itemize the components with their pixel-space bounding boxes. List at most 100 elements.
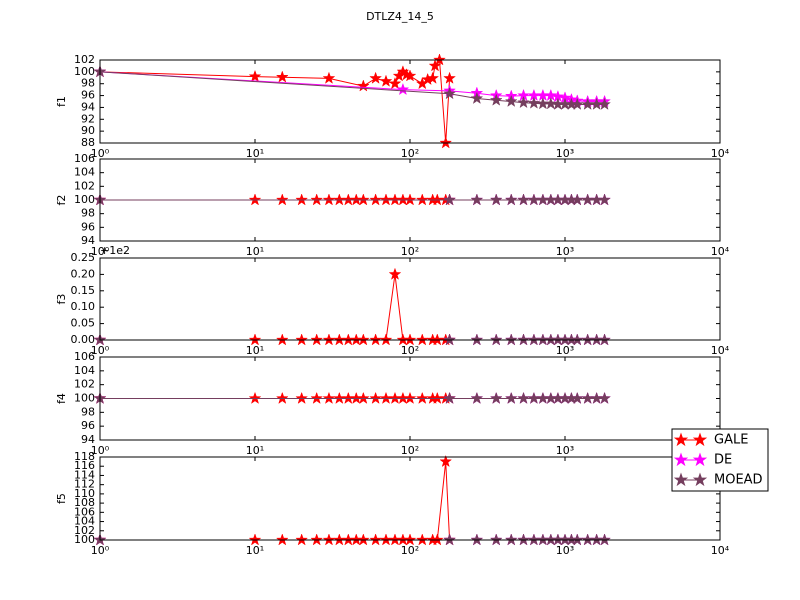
legend-marker (692, 432, 708, 447)
point (295, 533, 309, 546)
point (322, 71, 336, 84)
y-tick-label: 102 (74, 53, 95, 66)
point (310, 193, 324, 206)
point (489, 533, 503, 546)
y-axis-label: f5 (55, 493, 68, 504)
y-tick-label: 104 (74, 364, 95, 377)
plot-area (100, 457, 720, 540)
x-tick-label: 10⁰ (91, 344, 110, 357)
point (443, 333, 456, 346)
x-tick-label: 10³ (556, 544, 574, 557)
series-layer (93, 53, 611, 149)
point (388, 76, 402, 90)
legend-marker (673, 472, 689, 487)
y-tick-label: 0.20 (71, 267, 96, 280)
point (396, 82, 410, 96)
legend-marker (673, 432, 689, 447)
point (470, 91, 484, 105)
point (295, 333, 309, 346)
y-axis-label: f3 (55, 294, 68, 305)
point (489, 93, 503, 106)
y-tick-label: 116 (74, 459, 95, 472)
point (275, 70, 289, 83)
x-tick-label: 10¹ (246, 544, 264, 557)
x-tick-label: 10⁴ (711, 245, 730, 258)
point (388, 267, 402, 280)
point (403, 193, 417, 206)
legend-marker (692, 472, 708, 487)
point (248, 391, 262, 404)
plot-frame (99, 356, 721, 441)
y-tick-label: 98 (81, 207, 95, 220)
point (470, 533, 484, 546)
y-tick-label: 100 (74, 65, 95, 78)
series-line (99, 71, 605, 105)
point (379, 74, 393, 87)
point (310, 333, 324, 346)
offset-label: +1e2 (100, 244, 130, 257)
y-tick-label: 104 (74, 515, 95, 528)
y-axis-label: f2 (55, 195, 68, 206)
point (275, 533, 289, 546)
point (504, 94, 518, 107)
y-tick-label: 98 (81, 405, 95, 418)
point (598, 333, 611, 346)
point (443, 533, 456, 546)
x-tick-label: 10³ (556, 245, 574, 258)
point (310, 391, 324, 404)
point (248, 69, 262, 83)
x-tick-label: 10⁴ (711, 344, 730, 357)
x-tick-label: 10² (401, 544, 419, 557)
y-tick-label: 102 (74, 179, 95, 192)
plot-frame (99, 456, 721, 541)
x-tick-label: 10² (401, 444, 419, 457)
x-tick-label: 10⁴ (711, 544, 730, 557)
y-tick-label: 100 (74, 193, 95, 206)
y-tick-label: 98 (81, 77, 95, 90)
point (443, 193, 456, 206)
point (489, 391, 503, 404)
point (403, 391, 417, 404)
point (443, 391, 456, 404)
point (248, 193, 262, 206)
y-tick-label: 114 (74, 468, 95, 481)
point (517, 95, 530, 109)
y-tick-label: 104 (74, 166, 95, 179)
y-tick-label: 94 (81, 433, 95, 446)
series-layer (93, 193, 611, 206)
point (489, 333, 503, 346)
point (504, 193, 518, 206)
x-tick-label: 10² (401, 245, 419, 258)
point (504, 391, 518, 404)
y-tick-label: 0.25 (71, 251, 96, 264)
point (310, 533, 324, 546)
y-tick-label: 94 (81, 234, 95, 247)
point (403, 533, 417, 546)
y-tick-label: 0.05 (71, 317, 96, 330)
y-tick-label: 96 (81, 220, 95, 233)
y-axis-label: f4 (55, 393, 68, 404)
y-tick-label: 106 (74, 152, 95, 165)
point (426, 71, 440, 84)
y-tick-label: 92 (81, 112, 95, 125)
x-tick-label: 10² (401, 147, 419, 160)
x-tick-label: 10⁰ (91, 544, 110, 557)
point (504, 333, 518, 346)
point (598, 97, 611, 110)
point (369, 71, 383, 84)
legend-label: DE (714, 453, 732, 468)
x-tick-label: 10³ (556, 344, 574, 357)
point (403, 333, 417, 346)
point (544, 97, 558, 110)
point (275, 193, 289, 206)
point (248, 333, 262, 346)
chart-title: DTLZ4_14_5 (366, 10, 434, 23)
plot-area (100, 258, 720, 340)
point (356, 391, 370, 404)
point (504, 533, 518, 546)
y-tick-label: 96 (81, 89, 95, 102)
x-tick-label: 10⁰ (91, 444, 110, 457)
point (443, 87, 456, 100)
point (428, 59, 442, 72)
